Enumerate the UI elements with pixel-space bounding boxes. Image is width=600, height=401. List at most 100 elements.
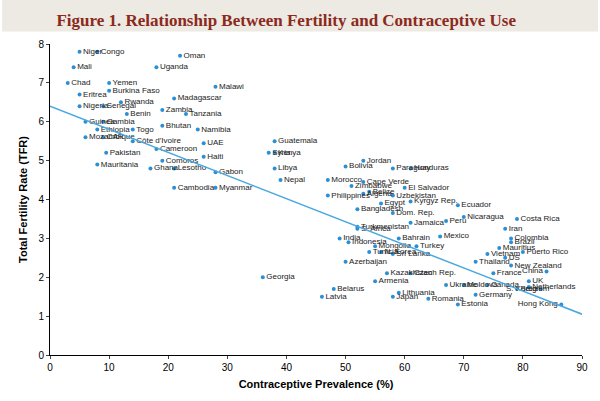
svg-text:Comoros: Comoros [166,156,198,165]
svg-text:Belarus: Belarus [337,284,364,293]
svg-text:Hong Kong: Hong Kong [518,299,558,308]
svg-text:Algeria: Algeria [367,189,392,198]
svg-text:Togo: Togo [136,125,154,134]
svg-text:Tunisia: Tunisia [373,247,399,256]
svg-text:Cameroon: Cameroon [160,144,197,153]
svg-text:Libya: Libya [278,163,298,172]
svg-text:5: 5 [38,155,44,166]
svg-text:Yemen: Yemen [113,78,138,87]
svg-text:Guatemala: Guatemala [278,136,318,145]
svg-text:Mali: Mali [77,62,92,71]
svg-text:Uzbekistan: Uzbekistan [396,191,436,200]
svg-text:Dom. Rep.: Dom. Rep. [396,208,434,217]
svg-text:Japan: Japan [396,292,418,301]
svg-text:Lesotho: Lesotho [178,163,207,172]
svg-text:Mexico: Mexico [444,231,470,240]
svg-text:Figure 1. Relationship Between: Figure 1. Relationship Between Fertility… [56,11,516,30]
svg-text:Mozambique: Mozambique [89,132,135,141]
svg-text:Sri Lanka: Sri Lanka [396,249,430,258]
svg-text:Benin: Benin [130,109,150,118]
svg-text:2: 2 [38,272,44,283]
svg-text:Ukraine: Ukraine [450,280,478,289]
svg-text:Niger: Niger [83,47,102,56]
svg-text:Czech Rep.: Czech Rep. [414,268,456,277]
svg-text:Guinea: Guinea [89,117,115,126]
svg-text:Lithuania: Lithuania [402,288,435,297]
svg-text:3: 3 [38,233,44,244]
svg-text:7: 7 [38,77,44,88]
svg-text:80: 80 [517,362,529,373]
svg-text:Zambia: Zambia [166,105,193,114]
svg-text:0: 0 [38,350,44,361]
svg-text:CAR: CAR [107,132,124,141]
svg-text:Estonia: Estonia [461,299,488,308]
svg-text:Ghana: Ghana [154,163,179,172]
svg-text:Kenya: Kenya [278,148,301,157]
svg-text:Ecuador: Ecuador [461,200,491,209]
svg-text:Total Fertility Rate (TFR): Total Fertility Rate (TFR) [17,136,29,263]
svg-text:Cambodia: Cambodia [178,183,215,192]
svg-text:Armenia: Armenia [379,276,409,285]
svg-text:Moldova: Moldova [467,280,498,289]
svg-text:0: 0 [47,362,53,373]
svg-text:Kazakhstan: Kazakhstan [390,268,432,277]
svg-text:20: 20 [163,362,175,373]
svg-text:UK: UK [532,276,544,285]
svg-text:Mauritania: Mauritania [101,160,139,169]
svg-text:Colombia: Colombia [515,233,549,242]
svg-text:Turkmenistan: Turkmenistan [361,222,409,231]
svg-text:Brazil: Brazil [515,237,535,246]
svg-text:40: 40 [281,362,293,373]
svg-text:6: 6 [38,116,44,127]
svg-text:Contraceptive Prevalence (%): Contraceptive Prevalence (%) [239,378,394,390]
svg-text:Jamaica: Jamaica [414,218,444,227]
svg-text:Pakistan: Pakistan [110,148,141,157]
svg-text:8: 8 [38,39,44,50]
svg-text:Vietnam: Vietnam [491,249,521,258]
svg-text:1: 1 [38,311,44,322]
svg-text:Burkina Faso: Burkina Faso [113,86,161,95]
svg-text:Bhutan: Bhutan [166,121,191,130]
svg-text:France: France [497,268,522,277]
svg-text:60: 60 [399,362,411,373]
svg-text:Netherlands: Netherlands [532,282,575,291]
svg-text:Egypt: Egypt [385,198,406,207]
svg-text:Costa Rica: Costa Rica [520,214,560,223]
svg-text:Zimbabwe: Zimbabwe [355,181,392,190]
svg-text:US: US [509,253,520,262]
svg-text:Myanmar: Myanmar [219,183,253,192]
svg-text:Georgia: Georgia [266,272,295,281]
svg-text:30: 30 [222,362,234,373]
svg-text:Madagascar: Madagascar [178,93,222,102]
svg-text:Bangladesh: Bangladesh [361,204,403,213]
svg-text:50: 50 [340,362,352,373]
svg-text:Jordan: Jordan [367,156,391,165]
svg-text:Haiti: Haiti [207,152,223,161]
svg-text:Syria: Syria [272,148,291,157]
svg-text:Cape Verde: Cape Verde [367,177,410,186]
svg-text:Ethiopia: Ethiopia [101,125,130,134]
svg-text:Romania: Romania [432,294,465,303]
svg-text:S. Korea: S. Korea [506,284,538,293]
svg-text:El Salvador: El Salvador [408,183,449,192]
svg-text:Uganda: Uganda [160,62,189,71]
svg-text:Iran: Iran [509,224,523,233]
svg-text:Paraguay: Paraguay [396,163,430,172]
svg-text:Turkey: Turkey [420,241,444,250]
svg-text:Morocco: Morocco [331,175,362,184]
svg-text:Belize: Belize [373,187,395,196]
svg-text:Chad: Chad [71,78,90,87]
svg-text:New Zealand: New Zealand [515,261,562,270]
svg-text:Oman: Oman [184,51,206,60]
svg-text:Malawi: Malawi [219,82,244,91]
svg-text:Senegal: Senegal [107,101,137,110]
svg-text:Bahrain: Bahrain [402,233,430,242]
svg-text:Nepal: Nepal [284,175,305,184]
svg-text:Honduras: Honduras [414,163,449,172]
svg-text:Thailand: Thailand [479,257,510,266]
svg-text:S. Africa: S. Africa [361,224,391,233]
svg-text:Peru: Peru [450,216,467,225]
svg-text:Côte d'Ivoire: Côte d'Ivoire [136,136,181,145]
svg-text:India: India [343,233,361,242]
svg-text:Nicaragua: Nicaragua [467,212,504,221]
